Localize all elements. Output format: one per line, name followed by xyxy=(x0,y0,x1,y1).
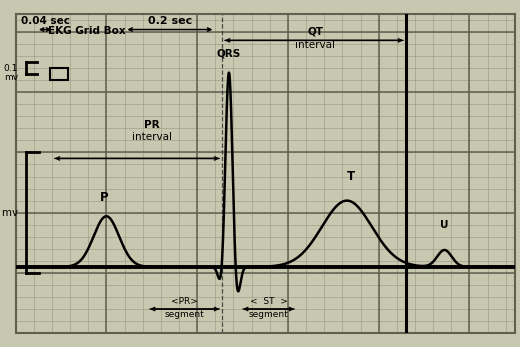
Text: 1 mv: 1 mv xyxy=(0,208,18,218)
Text: <  ST  >: < ST > xyxy=(250,297,288,306)
Text: QT: QT xyxy=(307,26,323,36)
Text: PR: PR xyxy=(144,120,160,130)
Text: 0.1: 0.1 xyxy=(4,64,18,73)
Bar xyxy=(49,68,68,80)
Text: QRS: QRS xyxy=(217,48,241,58)
Text: P: P xyxy=(100,191,108,204)
Text: 0.04 sec: 0.04 sec xyxy=(21,16,70,26)
Text: T: T xyxy=(347,170,356,183)
Text: 0.2 sec: 0.2 sec xyxy=(148,16,192,26)
Text: segment: segment xyxy=(164,311,204,320)
Text: interval: interval xyxy=(132,132,172,142)
Text: U: U xyxy=(440,220,449,230)
Text: segment: segment xyxy=(249,311,289,320)
Text: EKG Grid Box: EKG Grid Box xyxy=(48,26,126,36)
Text: mv: mv xyxy=(4,73,18,82)
Text: interval: interval xyxy=(295,40,335,50)
Text: <PR>: <PR> xyxy=(171,297,198,306)
